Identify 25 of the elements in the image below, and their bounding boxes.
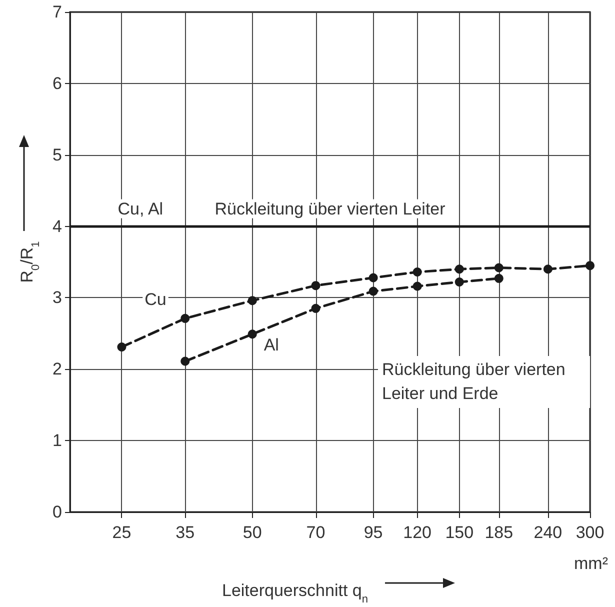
x-tick-label: 240 (534, 523, 562, 542)
text: mm² (573, 553, 609, 575)
x-tick-label: 35 (176, 523, 195, 542)
y-tick-label: 4 (52, 216, 62, 236)
y-tick-label: 5 (52, 145, 62, 164)
x-tick-label: 120 (403, 523, 432, 542)
y-tick-label: 3 (52, 288, 62, 308)
x-tick-label: 25 (112, 523, 132, 542)
x-tick-label: 70 (306, 523, 326, 542)
annotation: Rückleitung über vierten Leiter und Erde (378, 356, 590, 408)
y-tick-label: 6 (52, 74, 62, 93)
ref-line-label: Rückleitung über vierten Leiter (214, 199, 446, 218)
y-tick-label: 0 (52, 502, 62, 522)
y-tick-label: 7 (52, 2, 62, 22)
series-label: Al (264, 336, 279, 355)
x-tick-label: 185 (484, 523, 514, 542)
x-tick-label: 300 (576, 523, 604, 542)
x-tick-label: 50 (242, 523, 262, 542)
series-label: Cu (144, 290, 166, 309)
x-tick-label: 95 (364, 523, 383, 542)
y-axis-title: R0/R1 (18, 241, 42, 283)
y-tick-label: 1 (52, 431, 62, 450)
x-tick-label: 150 (445, 523, 474, 542)
y-tick-label: 2 (52, 360, 62, 379)
annotation: Cu, Al (118, 199, 164, 218)
